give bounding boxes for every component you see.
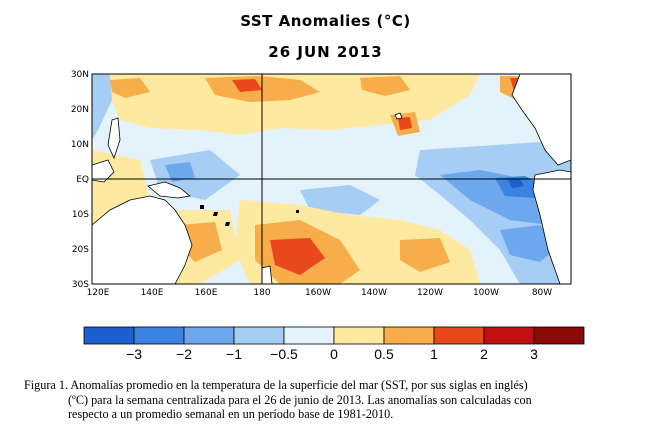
anomaly-region: [300, 185, 380, 215]
colorbar-swatch: [183, 326, 235, 345]
lon-tick-label: 80W: [532, 288, 552, 298]
colorbar-swatch: [133, 326, 185, 345]
land-borneo: [92, 159, 115, 183]
map-date: 26 JUN 2013: [268, 43, 383, 61]
colorbar-label: −1: [226, 346, 242, 362]
lat-tick-label: 20S: [72, 245, 89, 255]
longitude-axis: 120E 140E 160E 180 160W 140W 120W 100W 8…: [87, 288, 553, 298]
anomaly-region: [495, 176, 545, 198]
anomaly-region: [508, 179, 524, 188]
lon-tick-label: 180: [253, 288, 270, 298]
lon-tick-label: 100W: [473, 288, 499, 298]
sst-anomaly-map: 30N 20N 10N EQ 10S 20S 30S 120E 140E 160…: [71, 70, 585, 362]
anomaly-region: [92, 74, 112, 140]
lon-tick-label: 120W: [417, 288, 443, 298]
colorbar-swatch: [483, 326, 535, 345]
colorbar-swatch: [383, 326, 435, 345]
colorbar-swatch: [83, 326, 135, 345]
colorbar-label: 0: [330, 346, 338, 362]
lon-tick-label: 140E: [141, 288, 164, 298]
lat-tick-label: 30N: [71, 70, 89, 80]
lat-tick-label: 30S: [72, 280, 89, 290]
caption-line: (ºC) para la semana centralizada para el…: [68, 392, 532, 407]
lat-tick-label: 20N: [71, 105, 89, 115]
lat-tick-label: 10N: [71, 140, 89, 150]
land-hawaii: [394, 112, 403, 120]
figure-caption: Figura 1. Anomalías promedio en la tempe…: [24, 378, 644, 422]
colorbar-swatch: [233, 326, 285, 345]
land-central-america: [511, 74, 571, 166]
colorbar-swatch: [333, 326, 385, 345]
caption-line: Figura 1. Anomalías promedio en la tempe…: [24, 378, 528, 392]
colorbar-label: 1: [430, 346, 438, 362]
anomaly-region: [360, 76, 410, 96]
colorbar-label: −2: [176, 346, 192, 362]
land-australia: [92, 195, 193, 284]
lat-tick-label: 10S: [72, 210, 89, 220]
anomaly-region: [232, 79, 262, 92]
colorbar-label: −3: [126, 346, 142, 362]
lon-tick-label: 160E: [195, 288, 218, 298]
lon-tick-label: 160W: [305, 288, 331, 298]
colorbar-labels: −3 −2 −1 −0.5 0 0.5 1 2 3: [126, 346, 538, 362]
lat-tick-label: EQ: [76, 175, 89, 185]
colorbar-label: −0.5: [270, 346, 298, 362]
latitude-axis: 30N 20N 10N EQ 10S 20S 30S: [71, 70, 89, 290]
anomaly-region: [110, 78, 150, 98]
caption-line: respecto a un promedio semanal en un per…: [68, 407, 394, 421]
land-new-guinea: [147, 181, 191, 199]
anomaly-region: [165, 162, 195, 182]
colorbar: [83, 326, 585, 345]
land-philippines: [107, 117, 121, 160]
lon-tick-label: 140W: [361, 288, 387, 298]
anomaly-region: [398, 117, 412, 130]
colorbar-label: 2: [480, 346, 488, 362]
colorbar-swatch: [283, 326, 335, 345]
land-new-zealand: [261, 265, 273, 284]
colorbar-swatch: [433, 326, 485, 345]
land-south-america: [532, 169, 571, 284]
anomaly-region: [400, 238, 450, 272]
map-frame: [91, 73, 572, 285]
colorbar-label: 0.5: [374, 346, 394, 362]
map-title: SST Anomalies (°C): [240, 12, 411, 30]
colorbar-swatch: [533, 326, 585, 345]
anomaly-region: [270, 238, 325, 275]
lon-tick-label: 120E: [87, 288, 110, 298]
colorbar-label: 3: [530, 346, 538, 362]
